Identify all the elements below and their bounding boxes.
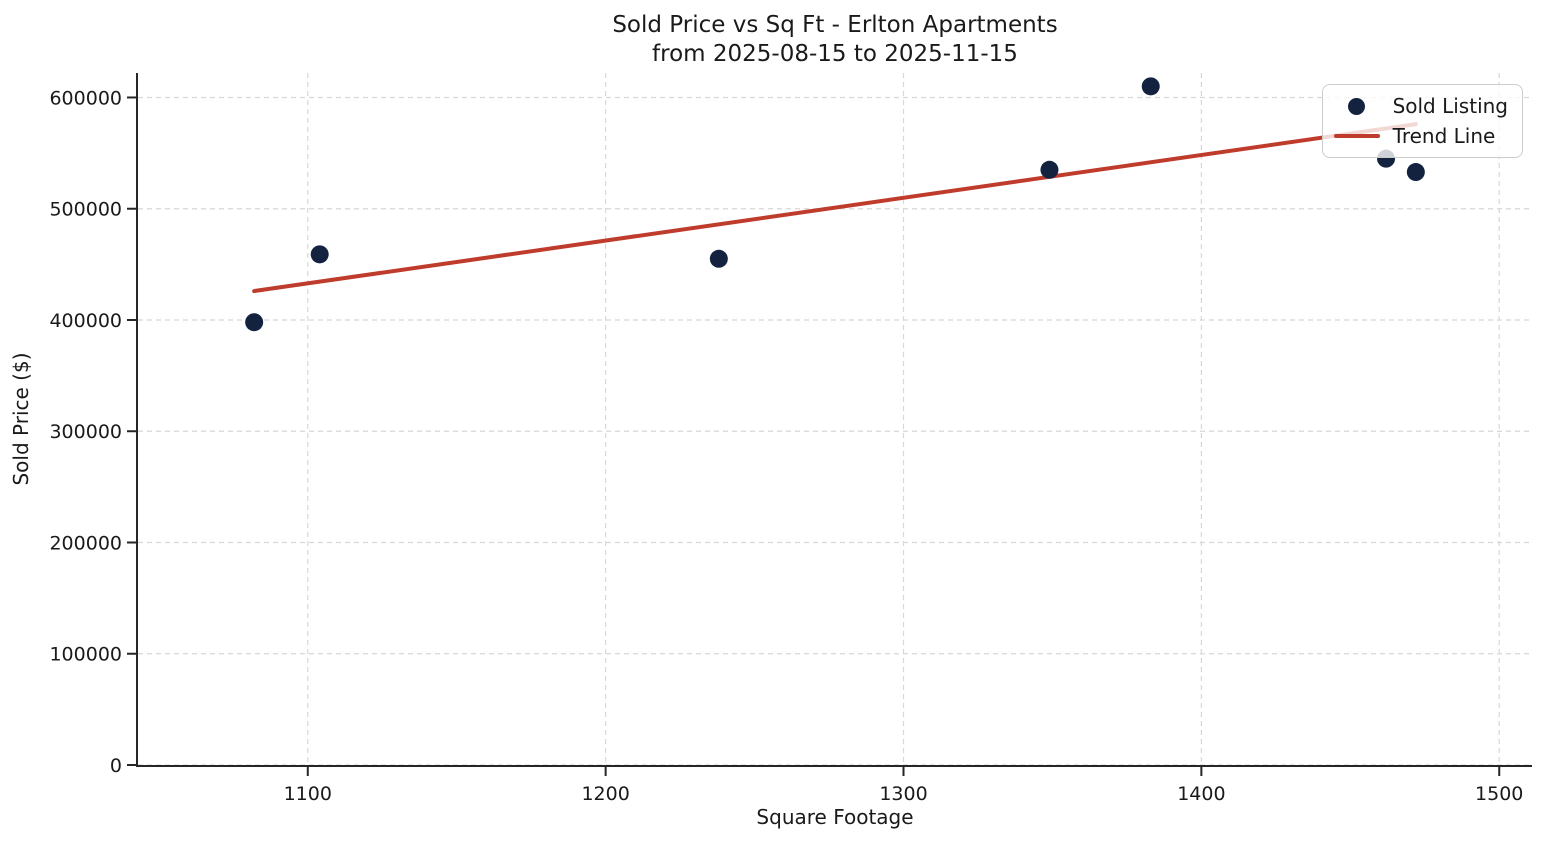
y-tick-label: 0	[110, 755, 122, 777]
legend-item-sold-listing: Sold Listing	[1333, 92, 1508, 120]
y-tick-label: 600000	[49, 87, 122, 109]
legend: Sold Listing Trend Line	[1321, 84, 1523, 158]
scatter-point	[1406, 163, 1425, 182]
scatter-point	[1141, 77, 1160, 96]
scatter-point	[310, 245, 329, 264]
scatter-point	[245, 313, 264, 332]
y-tick-label: 100000	[49, 644, 122, 666]
chart-title: Sold Price vs Sq Ft - Erlton Apartments …	[138, 11, 1532, 69]
scatter-point	[1040, 160, 1059, 179]
y-tick-label: 300000	[49, 421, 122, 443]
x-tick-label: 1100	[284, 783, 332, 805]
x-tick-label: 1300	[879, 783, 927, 805]
y-tick-label: 500000	[49, 199, 122, 221]
x-tick-label: 1200	[581, 783, 629, 805]
y-tick-label: 400000	[49, 310, 122, 332]
sold-listing-marker-icon	[1348, 97, 1366, 115]
legend-label-sold-listing: Sold Listing	[1392, 94, 1508, 118]
scatter-point	[709, 249, 728, 268]
legend-handle	[1333, 134, 1381, 138]
chart-title-line2: from 2025-08-15 to 2025-11-15	[652, 41, 1018, 67]
legend-label-trend-line: Trend Line	[1392, 124, 1496, 148]
trend-line	[252, 122, 1418, 294]
legend-handle	[1333, 97, 1381, 115]
x-tick-label: 1500	[1475, 783, 1523, 805]
x-tick-label: 1400	[1177, 783, 1225, 805]
trend-line-marker-icon	[1333, 134, 1380, 138]
x-axis-label: Square Footage	[756, 805, 914, 829]
chart-title-line1: Sold Price vs Sq Ft - Erlton Apartments	[612, 12, 1058, 38]
y-tick-label: 200000	[49, 532, 122, 554]
legend-item-trend-line: Trend Line	[1333, 122, 1508, 150]
